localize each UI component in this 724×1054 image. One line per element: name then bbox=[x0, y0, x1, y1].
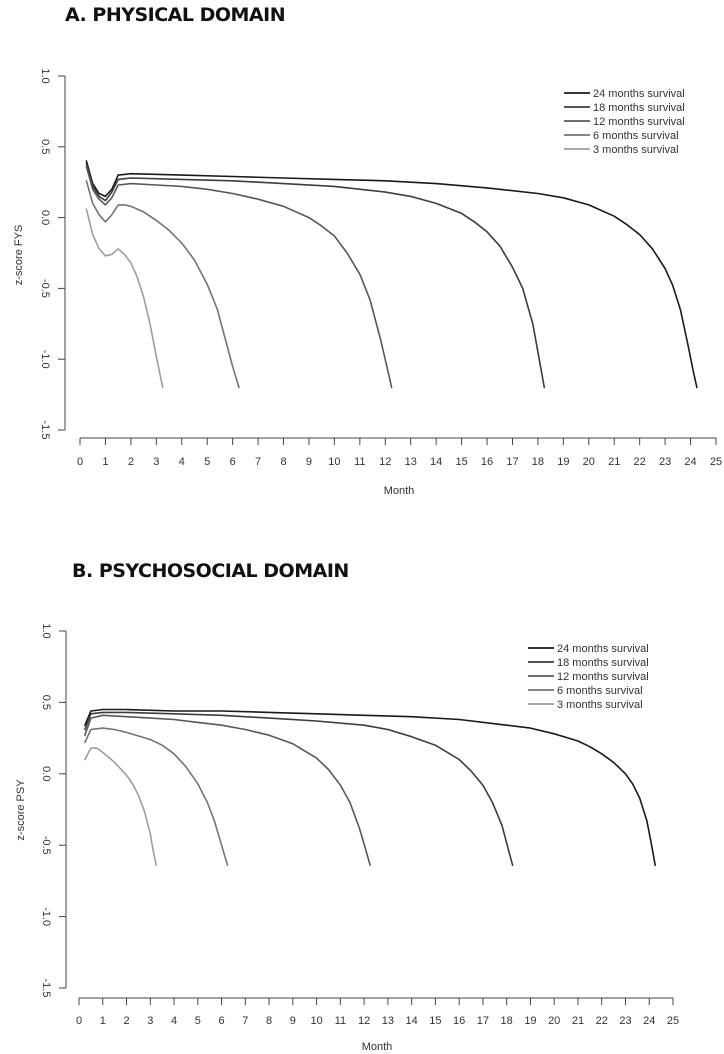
x-tick-label: 15 bbox=[429, 1015, 441, 1027]
x-tick-label: 3 bbox=[147, 1015, 153, 1027]
x-tick-label: 11 bbox=[354, 456, 365, 468]
x-tick-label: 18 bbox=[501, 1015, 513, 1027]
series-line-24-months bbox=[85, 160, 698, 389]
x-tick-label: 23 bbox=[619, 1015, 631, 1027]
y-tick-label: 0.0 bbox=[40, 766, 52, 781]
y-tick-label: -1.5 bbox=[40, 979, 52, 998]
x-tick-label: 24 bbox=[643, 1015, 655, 1027]
x-tick-label: 7 bbox=[255, 456, 261, 468]
y-axis-label: z-score FYS bbox=[13, 225, 25, 286]
series-line-18-months bbox=[84, 711, 514, 867]
panel-b-title: B. PSYCHOSOCIAL DOMAIN bbox=[72, 560, 349, 582]
legend-label: 24 months survival bbox=[593, 88, 685, 100]
x-tick-label: 25 bbox=[710, 456, 722, 468]
x-tick-label: 13 bbox=[382, 1015, 394, 1027]
y-tick-label: -1.5 bbox=[39, 421, 51, 440]
x-tick-label: 16 bbox=[481, 456, 493, 468]
x-axis-label: Month bbox=[362, 1041, 393, 1053]
x-tick-label: 20 bbox=[583, 456, 595, 468]
x-tick-label: 8 bbox=[266, 1015, 272, 1027]
panel-a-title: A. PHYSICAL DOMAIN bbox=[65, 4, 286, 26]
x-tick-label: 5 bbox=[204, 456, 210, 468]
x-tick-label: 22 bbox=[634, 456, 646, 468]
x-tick-label: 0 bbox=[76, 1015, 82, 1027]
legend-label: 12 months survival bbox=[557, 671, 649, 683]
x-tick-label: 17 bbox=[506, 456, 518, 468]
x-tick-label: 18 bbox=[532, 456, 544, 468]
x-tick-label: 5 bbox=[195, 1015, 201, 1027]
x-tick-label: 4 bbox=[179, 456, 185, 468]
x-tick-label: 23 bbox=[659, 456, 671, 468]
y-tick-label: -1.0 bbox=[39, 350, 51, 369]
x-tick-label: 6 bbox=[230, 456, 236, 468]
legend-label: 12 months survival bbox=[593, 116, 685, 128]
x-axis-label: Month bbox=[384, 485, 415, 497]
x-tick-label: 10 bbox=[328, 456, 340, 468]
x-tick-label: 1 bbox=[102, 456, 108, 468]
x-tick-label: 12 bbox=[379, 456, 391, 468]
x-tick-label: 9 bbox=[306, 456, 312, 468]
series-line-24-months bbox=[84, 708, 657, 867]
x-tick-label: 0 bbox=[77, 456, 83, 468]
series-line-18-months bbox=[85, 163, 546, 389]
x-tick-label: 4 bbox=[171, 1015, 177, 1027]
legend-label: 18 months survival bbox=[557, 657, 649, 669]
x-tick-label: 20 bbox=[548, 1015, 560, 1027]
legend-label: 6 months survival bbox=[593, 130, 679, 142]
y-tick-label: 1.0 bbox=[39, 68, 51, 83]
y-tick-label: 0.5 bbox=[39, 139, 51, 154]
legend-label: 3 months survival bbox=[557, 699, 643, 711]
series-line-3-months bbox=[85, 208, 164, 389]
x-tick-label: 21 bbox=[572, 1015, 584, 1027]
x-tick-label: 17 bbox=[477, 1015, 489, 1027]
y-tick-label: -0.5 bbox=[40, 836, 52, 855]
y-tick-label: -0.5 bbox=[39, 279, 51, 298]
legend: 24 months survival 18 months survival 12 m… bbox=[528, 643, 649, 711]
x-tick-label: 22 bbox=[596, 1015, 608, 1027]
legend-label: 24 months survival bbox=[557, 643, 649, 655]
legend-label: 18 months survival bbox=[593, 102, 685, 114]
y-tick-label: 0.0 bbox=[39, 210, 51, 225]
x-tick-label: 1 bbox=[100, 1015, 106, 1027]
x-tick-label: 14 bbox=[406, 1015, 418, 1027]
x-tick-label: 2 bbox=[128, 456, 134, 468]
x-tick-label: 3 bbox=[153, 456, 159, 468]
x-tick-label: 15 bbox=[455, 456, 467, 468]
series-line-12-months bbox=[85, 165, 393, 389]
x-tick-label: 24 bbox=[684, 456, 696, 468]
series-line-12-months bbox=[84, 714, 371, 867]
y-axis-label: z-score PSY bbox=[15, 779, 27, 841]
x-tick-label: 7 bbox=[242, 1015, 248, 1027]
x-tick-label: 11 bbox=[335, 1015, 346, 1027]
x-tick-label: 10 bbox=[310, 1015, 322, 1027]
y-tick-label: -1.0 bbox=[40, 907, 52, 926]
y-tick-label: 1.0 bbox=[40, 623, 52, 638]
y-tick-label: 0.5 bbox=[40, 695, 52, 710]
x-tick-label: 13 bbox=[405, 456, 417, 468]
x-tick-label: 12 bbox=[358, 1015, 370, 1027]
x-tick-label: 16 bbox=[453, 1015, 465, 1027]
legend: 24 months survival 18 months survival 12 m… bbox=[564, 88, 685, 156]
x-tick-label: 21 bbox=[608, 456, 620, 468]
x-tick-label: 9 bbox=[290, 1015, 296, 1027]
x-tick-label: 6 bbox=[218, 1015, 224, 1027]
x-tick-label: 2 bbox=[123, 1015, 129, 1027]
chart-b: 0 1 2 3 4 5 6 7 8 9 10 11 12 13 14 15 16 17 18 19 20 21 22 23 24… bbox=[15, 623, 679, 1053]
series-line-6-months bbox=[84, 727, 229, 867]
x-tick-label: 19 bbox=[524, 1015, 536, 1027]
x-tick-label: 19 bbox=[557, 456, 569, 468]
x-tick-label: 14 bbox=[430, 456, 442, 468]
series-line-3-months bbox=[84, 747, 157, 867]
x-tick-label: 8 bbox=[280, 456, 286, 468]
x-tick-label: 25 bbox=[667, 1015, 679, 1027]
legend-label: 6 months survival bbox=[557, 685, 643, 697]
chart-a: 0 1 2 3 4 5 6 7 8 9 10 11 12 13 14 15 16 17 18 19 20 21 22 23 24… bbox=[13, 68, 722, 497]
legend-label: 3 months survival bbox=[593, 144, 679, 156]
series-line-6-months bbox=[85, 180, 240, 389]
